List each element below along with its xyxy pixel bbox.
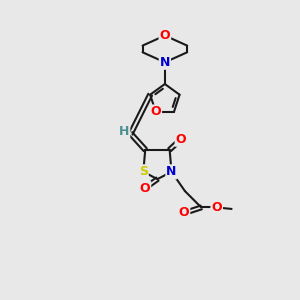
Text: O: O (176, 133, 186, 146)
Text: S: S (139, 165, 148, 178)
Text: O: O (160, 29, 170, 42)
Text: O: O (179, 206, 189, 219)
Text: O: O (151, 106, 161, 118)
Text: O: O (140, 182, 150, 194)
Text: N: N (160, 56, 170, 69)
Text: O: O (212, 201, 222, 214)
Text: N: N (167, 165, 177, 178)
Text: H: H (119, 125, 129, 138)
